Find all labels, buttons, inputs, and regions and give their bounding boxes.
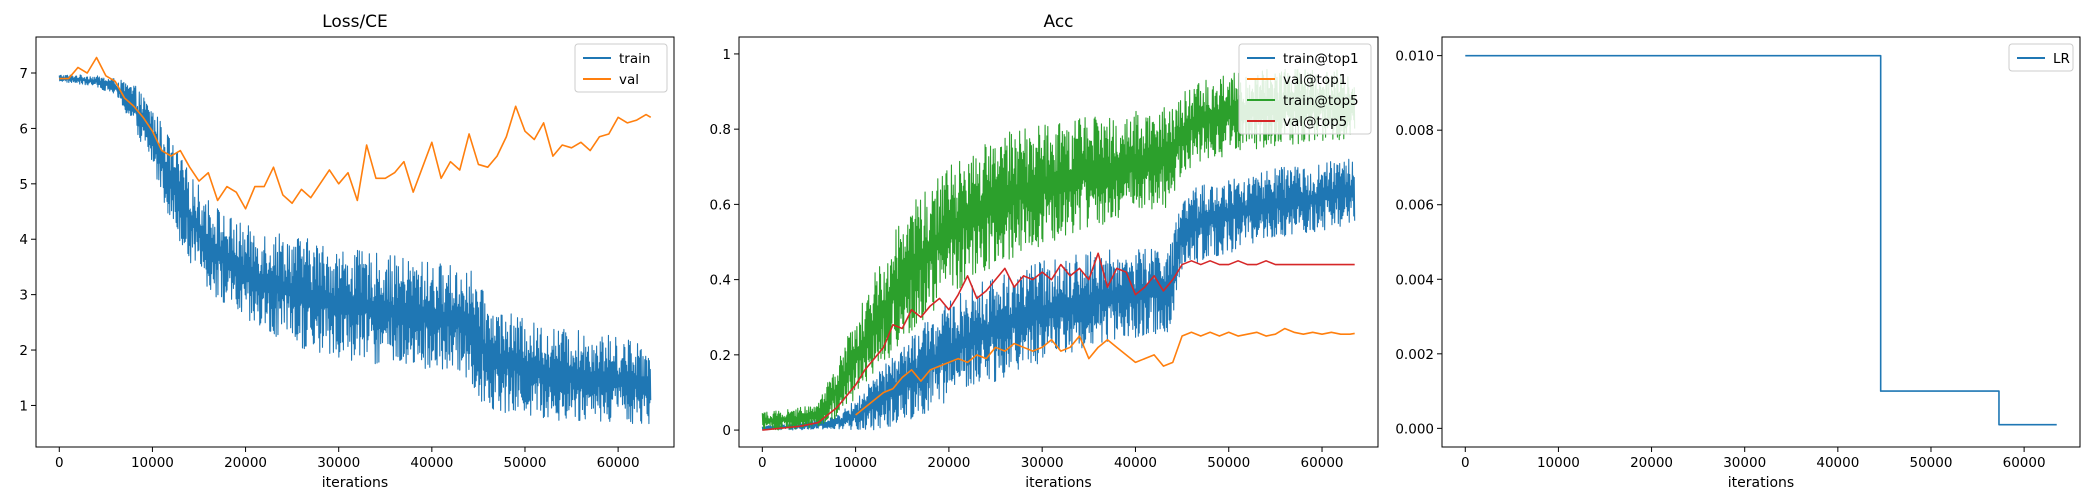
x-axis-label: iterations xyxy=(1025,475,1091,491)
legend-box xyxy=(1238,43,1372,135)
chart-panel-3: 0 10000 20000 30000 40000 50000 60000 0.000 0.00… xyxy=(1395,36,2081,491)
y-tick-label: 0.8 xyxy=(710,122,731,138)
x-axis-label: iterations xyxy=(1728,475,1794,491)
legend-label: LR xyxy=(2053,51,2070,67)
y-tick-label: 7 xyxy=(19,66,28,82)
legend-label: val xyxy=(619,72,639,88)
y-tick-label: 0.006 xyxy=(1395,198,1434,214)
x-axis-label: iterations xyxy=(322,475,388,491)
axes-frame xyxy=(35,36,675,448)
series-line-train xyxy=(58,74,652,425)
x-tick-label: 0 xyxy=(758,455,767,471)
chart-panel-2: Acc 0 10000 20000 30000 40000 50000 60000 0 0.2 0.… xyxy=(710,12,1379,491)
y-tick-label: 4 xyxy=(19,232,28,248)
x-tick-label: 40000 xyxy=(1114,455,1157,471)
series-line-val-top5 xyxy=(762,252,1355,431)
series-line-lr xyxy=(1465,54,2057,426)
legend-label: val@top5 xyxy=(1283,114,1347,130)
x-tick-label: 30000 xyxy=(1723,455,1766,471)
x-tick-label: 50000 xyxy=(1910,455,1953,471)
series-line-val xyxy=(59,56,652,210)
y-tick-label: 0 xyxy=(722,423,731,439)
y-tick-label: 0.002 xyxy=(1395,347,1434,363)
plot-area xyxy=(58,56,652,425)
y-tick-label: 2 xyxy=(19,343,28,359)
x-tick-label: 20000 xyxy=(1630,455,1673,471)
axes-frame xyxy=(1441,36,2081,448)
x-tick-label: 30000 xyxy=(317,455,360,471)
y-tick-label: 0.010 xyxy=(1395,49,1434,65)
legend-label: val@top1 xyxy=(1283,72,1347,88)
y-tick-label: 0.008 xyxy=(1395,123,1434,139)
series-line-val-top1 xyxy=(855,327,1355,416)
legend-label: train@top5 xyxy=(1283,93,1359,109)
chart-title: Acc xyxy=(1043,12,1073,32)
x-tick-label: 60000 xyxy=(597,455,640,471)
legend-label: train@top1 xyxy=(1283,51,1359,67)
x-tick-label: 40000 xyxy=(1816,455,1859,471)
x-tick-label: 10000 xyxy=(131,455,174,471)
y-tick-label: 1 xyxy=(19,398,28,414)
chart-panel-1: Loss/CE 0 10000 20000 30000 40000 50000 60000 1 2… xyxy=(19,12,675,491)
x-tick-label: 60000 xyxy=(1301,455,1344,471)
y-tick-label: 0.4 xyxy=(710,273,731,289)
x-tick-label: 10000 xyxy=(1537,455,1580,471)
plot-area xyxy=(1465,54,2057,426)
y-tick-label: 6 xyxy=(19,121,28,137)
x-tick-label: 30000 xyxy=(1021,455,1064,471)
chart-title: Loss/CE xyxy=(322,12,388,32)
y-tick-label: 5 xyxy=(19,177,28,193)
axes-frame xyxy=(738,36,1379,448)
y-tick-label: 0.004 xyxy=(1395,272,1434,288)
y-tick-label: 1 xyxy=(722,47,731,63)
y-tick-label: 0.2 xyxy=(710,348,731,364)
x-tick-label: 20000 xyxy=(224,455,267,471)
legend: train@top1 val@top1 train@top5 val@top5 xyxy=(1238,43,1372,135)
x-tick-label: 10000 xyxy=(834,455,877,471)
x-tick-label: 50000 xyxy=(504,455,547,471)
x-tick-label: 40000 xyxy=(410,455,453,471)
x-tick-label: 60000 xyxy=(2003,455,2046,471)
y-tick-label: 3 xyxy=(19,288,28,304)
series-line-train-top1 xyxy=(761,158,1356,431)
legend: LR xyxy=(2008,43,2074,72)
y-tick-label: 0.000 xyxy=(1395,421,1434,437)
x-tick-label: 50000 xyxy=(1207,455,1250,471)
x-tick-label: 20000 xyxy=(927,455,970,471)
x-tick-label: 0 xyxy=(55,455,64,471)
y-tick-label: 0.6 xyxy=(710,197,731,213)
legend-label: train xyxy=(619,51,650,67)
legend: train val xyxy=(574,43,668,93)
x-tick-label: 0 xyxy=(1461,455,1470,471)
